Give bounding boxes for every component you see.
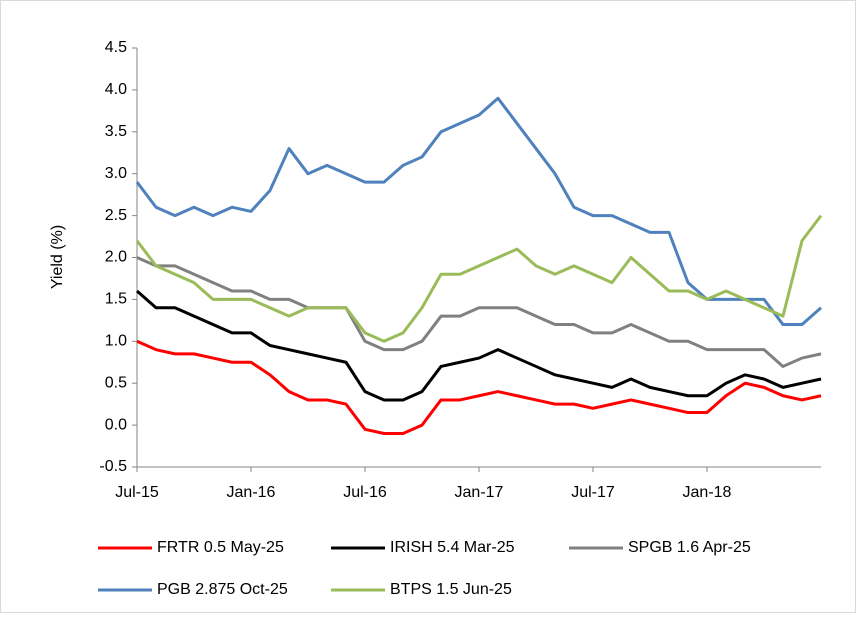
legend-label: FRTR 0.5 May-25	[157, 539, 284, 556]
x-tick-label: Jul-15	[115, 484, 159, 501]
y-tick-label: 1.0	[105, 333, 127, 350]
y-tick-label: 4.5	[105, 39, 127, 56]
y-axis-label: Yield (%)	[49, 225, 66, 289]
legend-label: PGB 2.875 Oct-25	[157, 581, 288, 598]
y-tick-label: 0.5	[105, 374, 127, 391]
y-tick-label: -0.5	[99, 458, 127, 475]
y-tick-label: 0.0	[105, 416, 127, 433]
y-tick-label: 3.5	[105, 123, 127, 140]
y-tick-label: 1.5	[105, 291, 127, 308]
legend-label: SPGB 1.6 Apr-25	[628, 539, 751, 556]
series-line	[135, 214, 823, 343]
x-tick-label: Jan-16	[227, 484, 276, 501]
legend-label: BTPS 1.5 Jun-25	[390, 581, 512, 598]
x-tick-label: Jan-17	[455, 484, 504, 501]
series-line	[136, 289, 822, 402]
series-line	[136, 256, 822, 368]
y-tick-label: 2.5	[105, 207, 127, 224]
x-tick-label: Jan-18	[683, 484, 732, 501]
series-line	[136, 339, 822, 435]
legend-label: IRISH 5.4 Mar-25	[390, 539, 515, 556]
x-tick-label: Jul-16	[343, 484, 387, 501]
y-tick-label: 2.0	[105, 249, 127, 266]
chart-frame	[0, 0, 856, 613]
y-tick-label: 3.0	[105, 165, 127, 182]
x-tick-label: Jul-17	[571, 484, 615, 501]
y-tick-label: 4.0	[105, 81, 127, 98]
